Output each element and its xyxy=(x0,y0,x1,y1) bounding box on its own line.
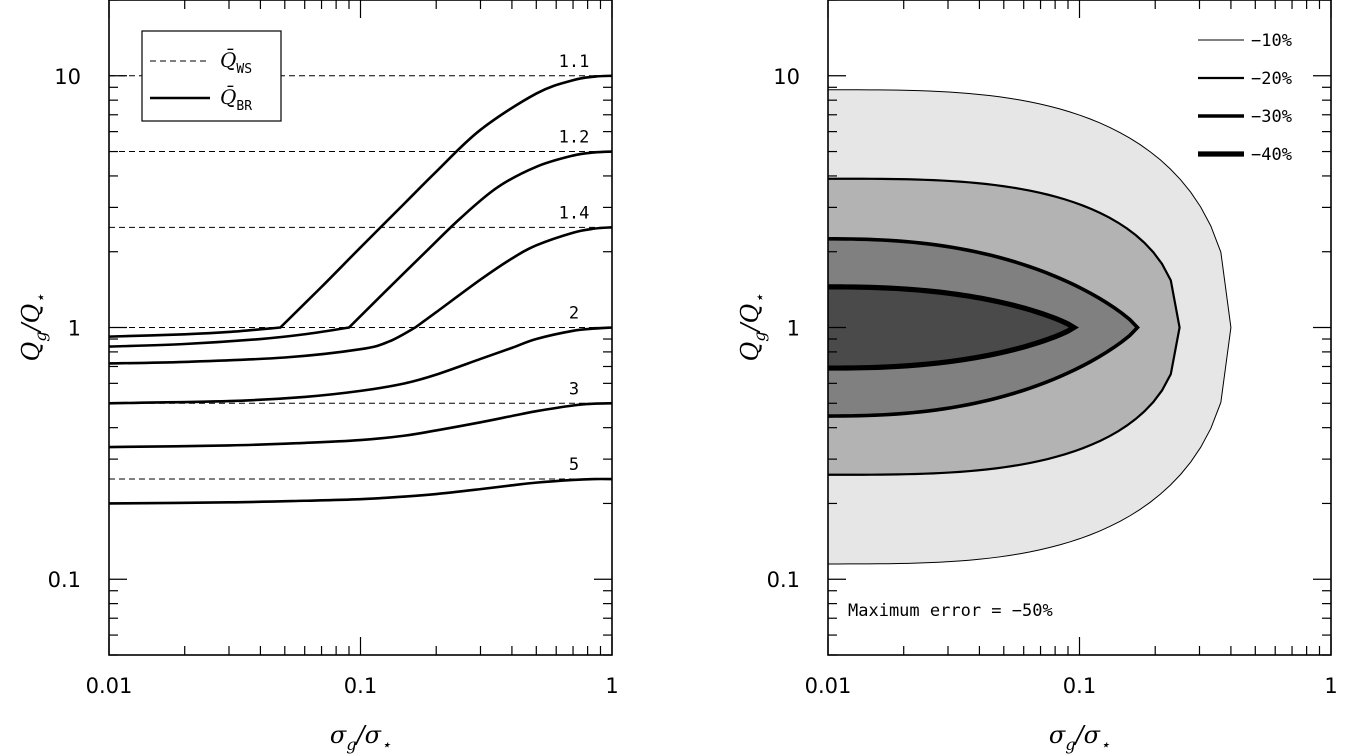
legend-label: −10% xyxy=(1251,31,1292,51)
curve-label: 1.2 xyxy=(559,128,590,148)
legend-label: Q̄WS xyxy=(220,47,252,77)
y-tick-label: 0.1 xyxy=(48,568,81,592)
curve-label: 5 xyxy=(569,455,579,475)
x-axis-label-sub2: ⋆ xyxy=(381,735,391,754)
legend-symbol: Q̄ xyxy=(220,84,236,109)
x-axis-label: σg/σ⋆ xyxy=(330,721,391,754)
x-axis-label-sub: g xyxy=(1065,735,1075,754)
y-tick-label: 10 xyxy=(54,65,81,89)
x-axis-label-base2: σ xyxy=(365,721,382,749)
right-panel: −10% −20% −30% −40% Maximum error = −50% 0.01… xyxy=(736,0,1338,754)
x-axis-label-base: σ xyxy=(330,721,347,749)
y-axis-label-base: Q xyxy=(736,342,764,362)
x-axis-label-base2: σ xyxy=(1084,721,1101,749)
legend-label: −20% xyxy=(1251,69,1292,89)
legend: −10% −20% −30% −40% xyxy=(1198,31,1292,165)
x-axis-label-sub: g xyxy=(346,735,356,754)
y-axis-label: Qg/Q⋆ xyxy=(17,294,50,362)
x-axis-label-slash: / xyxy=(355,721,368,749)
x-axis-label-slash: / xyxy=(1074,721,1087,749)
series-line xyxy=(108,74,613,338)
x-axis-label-base: σ xyxy=(1049,721,1066,749)
y-axis-label-sub2: ⋆ xyxy=(750,294,769,304)
y-axis-label-base2: Q xyxy=(736,304,764,324)
y-axis-label-slash: / xyxy=(17,320,45,333)
y-tick-label: 1 xyxy=(68,317,81,341)
y-axis-label: Qg/Q⋆ xyxy=(736,294,769,362)
y-axis-label-base2: Q xyxy=(17,304,45,324)
series-line xyxy=(108,226,613,365)
x-axis-label: σg/σ⋆ xyxy=(1049,721,1110,754)
y-axis-label-sub2: ⋆ xyxy=(31,294,50,304)
curve-label: 1.1 xyxy=(559,52,590,72)
series-line xyxy=(108,477,613,505)
legend-box xyxy=(141,30,282,122)
y-tick-label: 0.1 xyxy=(767,568,800,592)
series-line xyxy=(108,150,613,348)
x-tick-label: 0.01 xyxy=(86,674,133,698)
x-tick-label: 0.1 xyxy=(1063,674,1096,698)
series-line xyxy=(108,401,613,449)
curve-label: 1.4 xyxy=(559,203,590,223)
contour-line xyxy=(827,89,1232,565)
contour-line xyxy=(827,177,1181,476)
legend-symbol: Q̄ xyxy=(220,47,236,72)
y-tick-label: 1 xyxy=(787,317,800,341)
legend-label: Q̄BR xyxy=(220,84,252,114)
contour-line xyxy=(827,237,1140,418)
y-axis-label-slash: / xyxy=(736,320,764,333)
y-axis-label-base: Q xyxy=(17,342,45,362)
x-tick-label: 1 xyxy=(1324,674,1337,698)
max-error-annotation: Maximum error = −50% xyxy=(848,601,1053,621)
y-axis-label-sub: g xyxy=(750,331,769,341)
series-line xyxy=(108,326,613,405)
legend-label: −40% xyxy=(1251,145,1292,165)
contour-line xyxy=(827,284,1079,371)
legend-sub: BR xyxy=(236,99,252,114)
legend-sub: WS xyxy=(236,62,252,77)
x-axis-label-sub2: ⋆ xyxy=(1100,735,1110,754)
y-axis-label-sub: g xyxy=(31,331,50,341)
curve-label: 2 xyxy=(569,304,579,324)
legend-label: −30% xyxy=(1251,107,1292,127)
y-tick-label: 10 xyxy=(773,65,800,89)
x-tick-label: 1 xyxy=(605,674,618,698)
curve-label: 3 xyxy=(569,379,579,399)
x-tick-label: 0.1 xyxy=(344,674,377,698)
x-tick-label: 0.01 xyxy=(805,674,852,698)
legend: Q̄WSQ̄BR xyxy=(141,30,282,122)
